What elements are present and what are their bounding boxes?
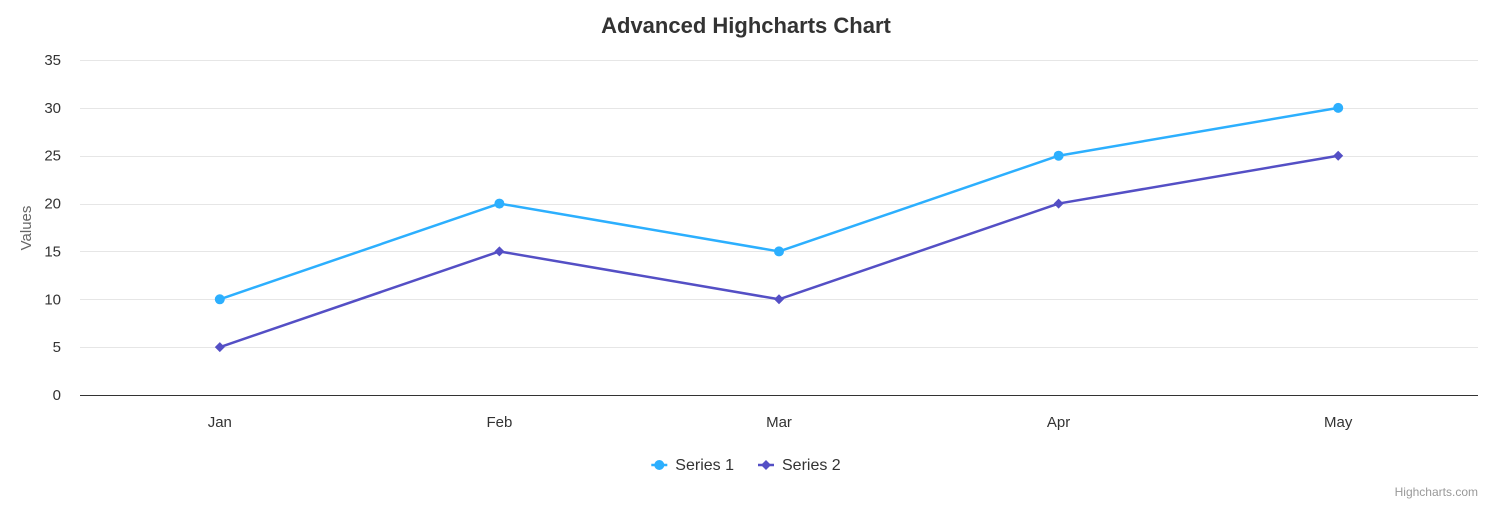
x-tick-label: Feb xyxy=(486,414,512,431)
y-tick-label: 25 xyxy=(44,148,61,165)
data-point[interactable] xyxy=(214,342,225,353)
data-point[interactable] xyxy=(1333,150,1344,161)
legend: Series 1 Series 2 xyxy=(651,457,841,474)
series-2 xyxy=(214,150,1344,353)
y-tick-label: 20 xyxy=(44,196,61,213)
data-point[interactable] xyxy=(494,198,505,209)
y-tick-label: 30 xyxy=(44,100,61,117)
x-tick-label: Mar xyxy=(766,414,792,431)
data-point[interactable] xyxy=(1053,150,1064,161)
y-tick-label: 10 xyxy=(44,291,61,308)
data-point[interactable] xyxy=(774,294,784,305)
x-axis-ticks: Jan Feb Mar Apr May xyxy=(208,414,1353,431)
series-lines xyxy=(214,102,1344,353)
y-tick-label: 5 xyxy=(53,339,61,356)
data-point[interactable] xyxy=(494,246,505,257)
legend-label: Series 1 xyxy=(675,457,734,474)
legend-item-series-2[interactable]: Series 2 xyxy=(758,457,841,474)
x-tick-label: Apr xyxy=(1047,414,1070,431)
series-line[interactable] xyxy=(218,106,1340,301)
data-point[interactable] xyxy=(1053,198,1064,209)
chart-title: Advanced Highcharts Chart xyxy=(601,13,891,38)
credits-link[interactable]: Highcharts.com xyxy=(1395,485,1478,499)
legend-label: Series 2 xyxy=(782,457,841,474)
x-tick-label: Jan xyxy=(208,414,232,431)
y-tick-label: 35 xyxy=(44,52,61,69)
legend-symbol-marker[interactable] xyxy=(654,460,665,470)
series-1 xyxy=(214,102,1344,305)
x-tick-label: May xyxy=(1324,414,1353,431)
data-point[interactable] xyxy=(774,246,784,257)
y-tick-label: 15 xyxy=(44,243,61,260)
y-axis-ticks: 0 5 10 15 20 25 30 35 xyxy=(44,52,61,404)
grid-lines xyxy=(80,60,1478,348)
y-tick-label: 0 xyxy=(53,387,61,404)
data-point[interactable] xyxy=(1333,102,1344,113)
data-point[interactable] xyxy=(214,294,225,305)
legend-item-series-1[interactable]: Series 1 xyxy=(651,457,734,474)
y-axis-title: Values xyxy=(18,206,35,251)
legend-symbol-marker[interactable] xyxy=(761,460,771,470)
